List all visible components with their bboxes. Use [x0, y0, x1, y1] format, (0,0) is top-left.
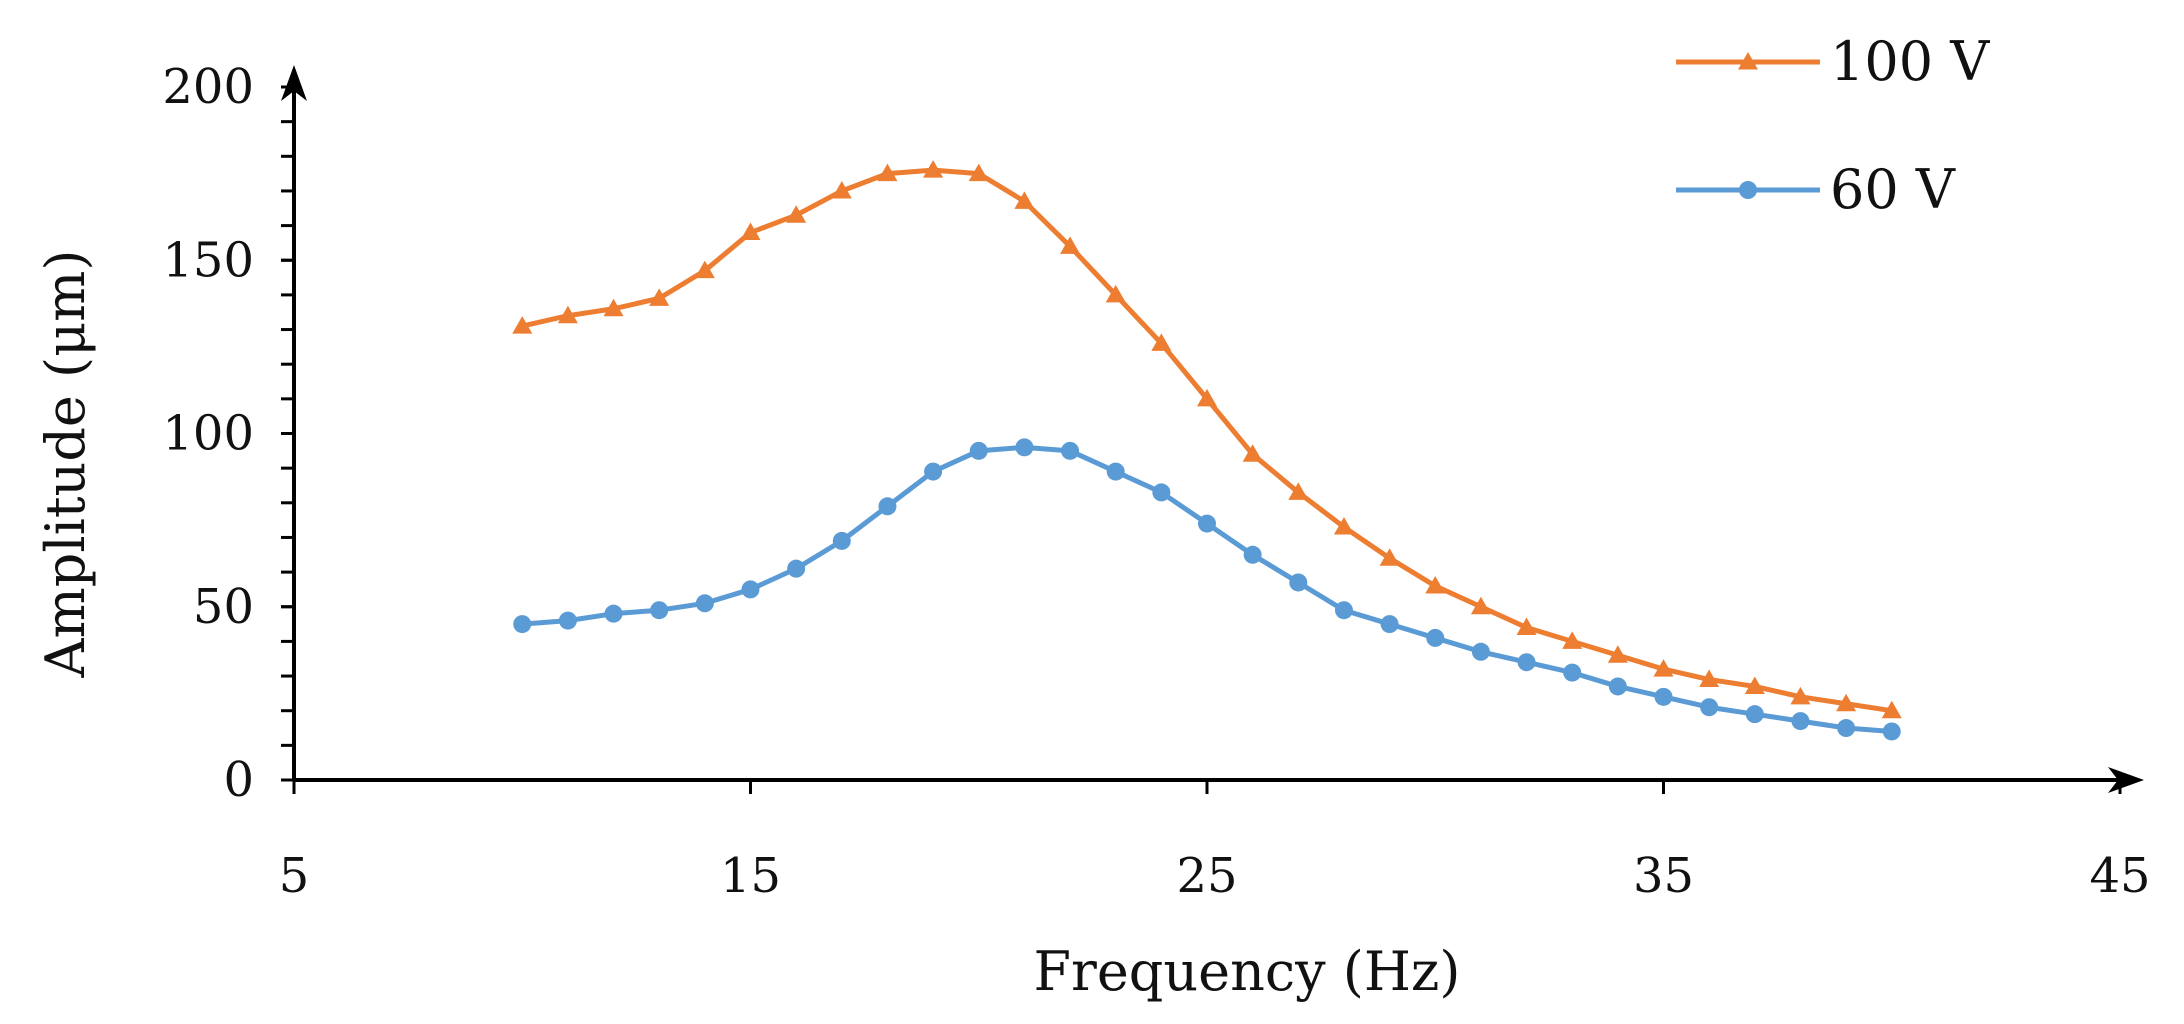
series-60v-point: [1061, 441, 1080, 460]
series-100v-point: [603, 298, 624, 317]
series-100v-point: [923, 160, 944, 178]
legend: 100 V 60 V: [1676, 30, 1990, 221]
series-100v-point: [1607, 645, 1628, 663]
series-60v-point: [650, 601, 669, 620]
y-tick-label: 0: [223, 752, 254, 808]
series-60v-point: [695, 594, 714, 613]
series-100v-point: [1470, 596, 1491, 615]
x-tick-label: 45: [2089, 848, 2150, 904]
x-tick-label: 15: [720, 848, 781, 904]
series-100v-point: [1014, 191, 1035, 209]
legend-label: 100 V: [1830, 30, 1990, 93]
series-60v-point: [787, 559, 806, 578]
series-100v-point: [1242, 444, 1263, 462]
series-60v-point: [1243, 545, 1262, 564]
y-tick-label: 200: [162, 59, 254, 115]
series-100v-point: [1151, 333, 1172, 351]
series-100v-point: [1060, 236, 1081, 254]
y-tick-label: 50: [193, 579, 254, 635]
series-100v-point: [968, 163, 989, 182]
series-60v-point: [1563, 663, 1582, 682]
series-60v-point: [1426, 628, 1445, 647]
series-100v-point: [1790, 686, 1811, 705]
series-100v-point: [1197, 388, 1217, 407]
series-100v-point: [1379, 548, 1400, 566]
series-60v-point: [1106, 462, 1125, 481]
series-60v-point: [1198, 514, 1216, 533]
legend-marker: [1739, 181, 1757, 199]
series-60v-point: [832, 531, 851, 550]
y-axis-title: Amplitude (μm): [34, 250, 97, 679]
series-60v-point: [513, 615, 532, 634]
series-60v-point: [878, 497, 897, 516]
series-60v-point: [1152, 483, 1171, 502]
series-100v-point: [1744, 676, 1765, 694]
series-60v-point: [1882, 722, 1901, 741]
series-60v-line: [519, 444, 1895, 734]
series-60v-point: [741, 580, 760, 599]
series-60v-point: [1015, 438, 1034, 457]
series-60v-point: [1700, 698, 1719, 717]
series-layer: [512, 160, 1902, 741]
series-100v-point: [1653, 659, 1674, 677]
x-tick-label: 5: [279, 848, 310, 904]
series-100v-point: [1516, 617, 1537, 636]
series-60v-point: [1380, 615, 1399, 634]
series-60v-point: [1654, 687, 1673, 706]
series-60v-point: [1791, 712, 1810, 731]
series-100v-point: [740, 222, 761, 241]
series-100v-point: [1288, 482, 1309, 500]
y-tick-label: 100: [162, 406, 254, 462]
series-60v-point: [604, 604, 623, 623]
series-60v-point: [1289, 573, 1308, 592]
series-100v-point: [1836, 693, 1857, 712]
legend-item-100v: 100 V: [1676, 30, 1990, 93]
series-100v-point: [1881, 700, 1902, 719]
series-60v-point: [1471, 642, 1490, 661]
series-100v-point: [786, 205, 807, 223]
x-axis-title: Frequency (Hz): [1034, 940, 1461, 1003]
legend-item-60v: 60 V: [1676, 158, 1956, 221]
series-60v-point: [924, 462, 943, 481]
series-100v: [512, 160, 1902, 719]
series-100v-point: [877, 163, 898, 182]
series-100v-point: [694, 260, 715, 279]
series-100v-point: [831, 180, 852, 199]
series-60v-point: [1608, 677, 1627, 696]
legend-marker: [1738, 52, 1758, 70]
series-100v-point: [649, 288, 670, 306]
series-100v-point: [1333, 517, 1354, 535]
x-tick-label: 35: [1633, 848, 1694, 904]
series-60v: [513, 438, 1901, 741]
series-60v-point: [969, 441, 988, 460]
series-60v-point: [1745, 705, 1764, 724]
series-100v-point: [512, 316, 533, 334]
series-60v-point: [1517, 653, 1536, 672]
series-100v-point: [1699, 669, 1720, 688]
series-100v-point: [1425, 575, 1446, 594]
y-axis-arrowhead: [281, 65, 307, 101]
x-tick-label: 25: [1176, 848, 1237, 904]
series-60v-point: [1334, 601, 1353, 620]
x-axis-arrowhead: [2108, 767, 2144, 793]
series-60v-point: [558, 611, 577, 630]
series-100v-line: [519, 167, 1895, 714]
y-tick-label: 150: [162, 232, 254, 288]
series-60v-point: [1837, 719, 1856, 738]
ticks: [281, 85, 2122, 794]
series-100v-point: [1105, 284, 1126, 303]
series-100v-point: [557, 305, 578, 324]
series-100v-point: [1562, 631, 1583, 649]
legend-label: 60 V: [1830, 158, 1956, 221]
tick-labels: 0 50 100 150 200 5 15 25 35 45: [162, 59, 2150, 904]
